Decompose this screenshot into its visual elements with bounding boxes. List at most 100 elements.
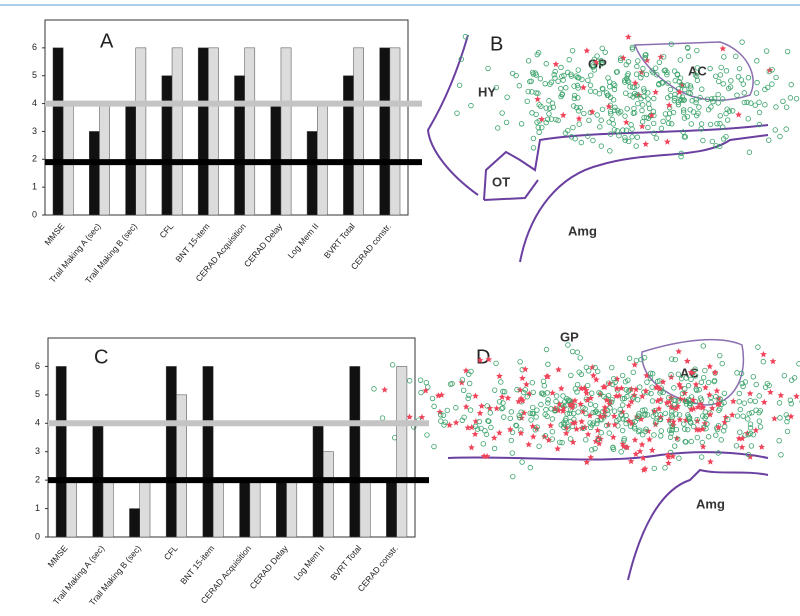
cell-circle (621, 437, 627, 444)
cell-circle (672, 77, 678, 84)
cell-circle (681, 115, 688, 121)
cell-circle (591, 67, 597, 73)
cell-star (777, 391, 785, 399)
cell-circle (717, 120, 723, 127)
bar (323, 451, 334, 538)
cell-circle (595, 436, 602, 443)
bar (396, 366, 408, 538)
cell-circle (626, 355, 633, 362)
cell-star (544, 373, 552, 380)
cell-circle (769, 67, 775, 73)
cell-star (610, 412, 618, 420)
cell-circle (783, 104, 790, 110)
cell-circle (557, 439, 563, 446)
cell-star (706, 391, 713, 398)
cell-circle (634, 63, 640, 70)
cell-star (787, 413, 795, 420)
cell-star (579, 408, 587, 415)
cell-star (644, 427, 652, 434)
cell-circle (553, 116, 559, 123)
cell-circle (466, 392, 472, 399)
cell-circle (671, 68, 678, 74)
cell-circle (559, 91, 565, 97)
cell-circle (677, 75, 684, 81)
cell-circle (549, 416, 556, 422)
cell-circle (709, 138, 716, 145)
y-tick-label: 4 (32, 98, 37, 108)
cell-circle (760, 359, 767, 365)
cell-star (743, 429, 751, 437)
cell-star (632, 450, 640, 457)
cell-star (519, 374, 526, 382)
x-tick-label: CERAD Delay (242, 221, 285, 269)
cell-circle (784, 418, 790, 425)
cell-star (418, 413, 426, 421)
cell-circle (600, 86, 606, 92)
cell-star (713, 387, 721, 394)
cell-circle (688, 121, 694, 127)
cell-circle (438, 418, 444, 424)
cell-circle (597, 124, 603, 130)
cell-circle (551, 71, 557, 78)
cell-star (504, 394, 512, 401)
cell-circle (777, 415, 783, 421)
cell-circle (705, 434, 712, 440)
cell-circle (700, 374, 707, 381)
cell-circle (458, 56, 464, 62)
cell-star (669, 453, 677, 460)
cell-star (767, 388, 774, 396)
cell-star (672, 405, 680, 412)
cell-star (623, 118, 630, 126)
cell-star (758, 443, 765, 450)
cell-circle (516, 83, 523, 89)
cell-star (663, 399, 671, 406)
cell-circle (715, 450, 722, 456)
cell-circle (552, 75, 558, 81)
cell-circle (713, 73, 719, 80)
cell-circle (784, 48, 791, 55)
cell-circle (685, 53, 692, 59)
cell-star (667, 403, 675, 410)
cell-circle (566, 56, 572, 63)
cell-circle (723, 68, 730, 74)
cell-circle (504, 94, 510, 100)
cell-circle (633, 143, 639, 149)
cell-star (521, 365, 529, 373)
cell-star (583, 389, 590, 397)
cell-circle (694, 65, 701, 71)
cell-circle (537, 76, 544, 82)
cell-circle (746, 410, 752, 417)
cell-circle (590, 420, 597, 426)
cell-star (620, 54, 627, 61)
cell-star (760, 350, 767, 358)
cell-circle (629, 134, 635, 140)
cell-star (464, 424, 472, 431)
cell-circle (574, 82, 581, 89)
bar (135, 47, 147, 216)
cell-circle (676, 455, 682, 461)
cell-star (746, 390, 754, 397)
cell-circle (645, 124, 651, 131)
cell-circle (524, 98, 530, 105)
cell-star (611, 421, 619, 428)
cell-circle (485, 65, 491, 72)
cell-circle (545, 116, 551, 123)
cell-circle (738, 77, 745, 83)
cell-circle (631, 105, 637, 112)
cell-star (559, 111, 567, 119)
cell-circle (705, 107, 712, 113)
cell-star (601, 412, 608, 419)
cell-circle (713, 143, 719, 149)
cell-star (652, 88, 659, 96)
cell-circle (589, 390, 595, 396)
panel-label: B (490, 33, 503, 55)
cell-star (552, 60, 560, 68)
cell-star (476, 356, 484, 364)
cell-circle (642, 412, 648, 418)
cell-circle (649, 371, 656, 377)
cell-circle (757, 424, 764, 430)
cell-circle (530, 389, 536, 396)
cell-star (583, 458, 591, 466)
cell-circle (678, 150, 684, 157)
cell-star (560, 404, 567, 411)
